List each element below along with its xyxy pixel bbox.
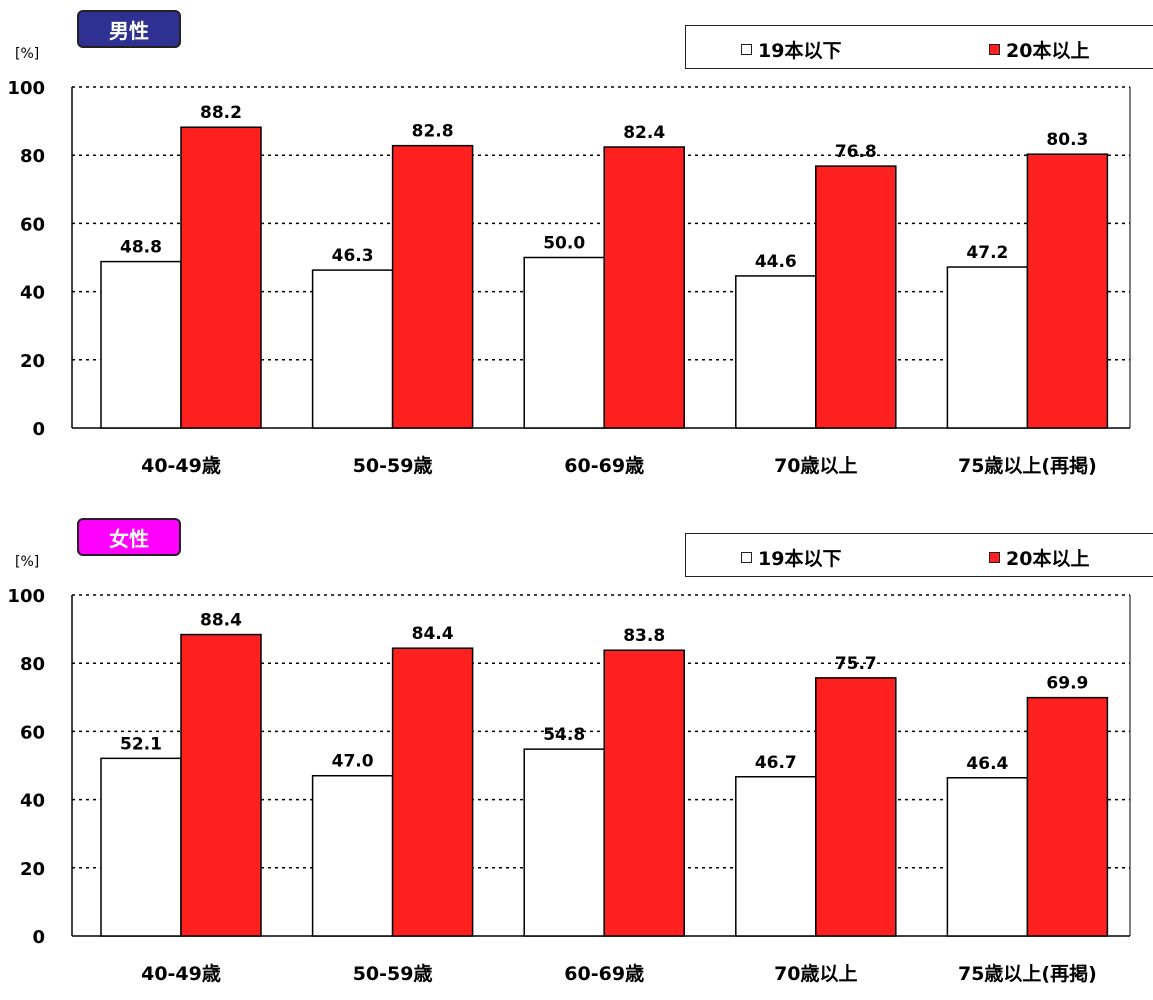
category-label: 40-49歳 — [141, 455, 221, 477]
y-tick-label: 60 — [20, 722, 45, 743]
data-label: 46.4 — [966, 754, 1008, 774]
y-axis-unit: [%] — [15, 46, 40, 62]
bar-19-or-fewer — [311, 774, 394, 937]
data-label: 82.4 — [623, 123, 665, 143]
bar-19-or-fewer — [100, 757, 182, 937]
male-legend: 19本以下 20本以上 — [685, 25, 1153, 69]
legend-swatch-white — [741, 552, 752, 563]
y-tick-label: 80 — [20, 654, 45, 675]
data-label: 83.8 — [623, 626, 665, 646]
male-title-badge: 男性 — [77, 10, 181, 48]
category-label: 40-49歳 — [141, 963, 221, 985]
male-chart-panel: 男性 19本以下 20本以上 [%] 0 20 40 60 80 100 48.8 88.2 4… — [0, 0, 1153, 492]
bar-20-or-more — [1026, 153, 1109, 429]
category-label: 75歳以上(再掲) — [958, 454, 1097, 477]
data-label: 47.0 — [332, 752, 374, 772]
y-tick-label: 0 — [32, 927, 45, 948]
data-label: 44.6 — [755, 252, 797, 272]
category-label: 50-59歳 — [353, 455, 433, 477]
data-label: 46.3 — [332, 246, 374, 266]
bar-19-or-fewer — [946, 777, 1029, 937]
category-label: 75歳以上(再掲) — [958, 962, 1097, 985]
female-legend: 19本以下 20本以上 — [685, 533, 1153, 577]
category-label: 60-69歳 — [564, 963, 644, 985]
data-label: 52.1 — [120, 734, 162, 754]
legend-item-19-or-fewer: 19本以下 — [741, 36, 841, 63]
bar-20-or-more — [391, 144, 474, 429]
data-label: 46.7 — [755, 753, 797, 773]
bar-19-or-fewer — [735, 275, 817, 429]
data-label: 75.7 — [835, 654, 877, 674]
y-tick-label: 60 — [20, 214, 45, 235]
data-label: 50.0 — [543, 234, 585, 254]
legend-label: 19本以下 — [758, 40, 842, 62]
data-label: 48.8 — [120, 238, 162, 258]
bar-19-or-fewer — [523, 256, 605, 429]
data-label: 88.4 — [200, 611, 242, 631]
bar-20-or-more — [603, 649, 685, 937]
data-label: 88.2 — [200, 103, 242, 123]
data-label: 80.3 — [1046, 130, 1088, 150]
data-label: 54.8 — [543, 725, 585, 745]
bar-19-or-fewer — [946, 266, 1029, 429]
y-tick-label: 20 — [20, 859, 45, 880]
bar-20-or-more — [815, 677, 897, 937]
bar-20-or-more — [603, 146, 685, 429]
data-label: 47.2 — [966, 243, 1008, 263]
bar-20-or-more — [391, 647, 474, 937]
legend-item-20-or-more: 20本以上 — [989, 544, 1089, 571]
legend-swatch-red — [989, 552, 1000, 563]
category-label: 70歳以上 — [774, 963, 857, 985]
legend-swatch-red — [989, 44, 1000, 55]
category-label: 50-59歳 — [353, 963, 433, 985]
bar-20-or-more — [180, 633, 262, 937]
bar-20-or-more — [815, 165, 897, 429]
y-tick-label: 40 — [20, 283, 45, 304]
legend-swatch-white — [741, 44, 752, 55]
y-tick-label: 0 — [32, 419, 45, 440]
y-tick-label: 80 — [20, 146, 45, 167]
bar-19-or-fewer — [100, 260, 182, 429]
bar-20-or-more — [180, 126, 262, 429]
legend-label: 19本以下 — [758, 548, 842, 570]
legend-item-19-or-fewer: 19本以下 — [741, 544, 841, 571]
y-axis-unit: [%] — [15, 554, 40, 570]
female-chart-panel: 女性 19本以下 20本以上 [%] 0 20 40 60 80 100 52.1 88.4 4… — [0, 508, 1153, 1000]
female-bar-chart: 0 20 40 60 80 100 52.1 88.4 40-49歳 47.0 84.4 50-59歳… — [7, 586, 1131, 985]
y-tick-label: 20 — [20, 351, 45, 372]
y-tick-label: 100 — [7, 586, 45, 607]
y-tick-label: 40 — [20, 791, 45, 812]
bar-19-or-fewer — [311, 269, 394, 429]
bar-20-or-more — [1026, 696, 1109, 937]
data-label: 69.9 — [1046, 674, 1088, 694]
data-label: 82.8 — [412, 122, 454, 142]
female-title-badge: 女性 — [77, 518, 181, 556]
bar-19-or-fewer — [735, 776, 817, 937]
data-label: 76.8 — [835, 142, 877, 162]
y-tick-label: 100 — [7, 78, 45, 99]
legend-label: 20本以上 — [1006, 548, 1090, 570]
category-label: 60-69歳 — [564, 455, 644, 477]
data-label: 84.4 — [412, 624, 454, 644]
male-bar-chart: 0 20 40 60 80 100 48.8 88.2 40-49歳 46.3 82.8 50-59歳… — [7, 78, 1131, 477]
category-label: 70歳以上 — [774, 455, 857, 477]
bar-19-or-fewer — [523, 748, 605, 937]
legend-item-20-or-more: 20本以上 — [989, 36, 1089, 63]
legend-label: 20本以上 — [1006, 40, 1090, 62]
